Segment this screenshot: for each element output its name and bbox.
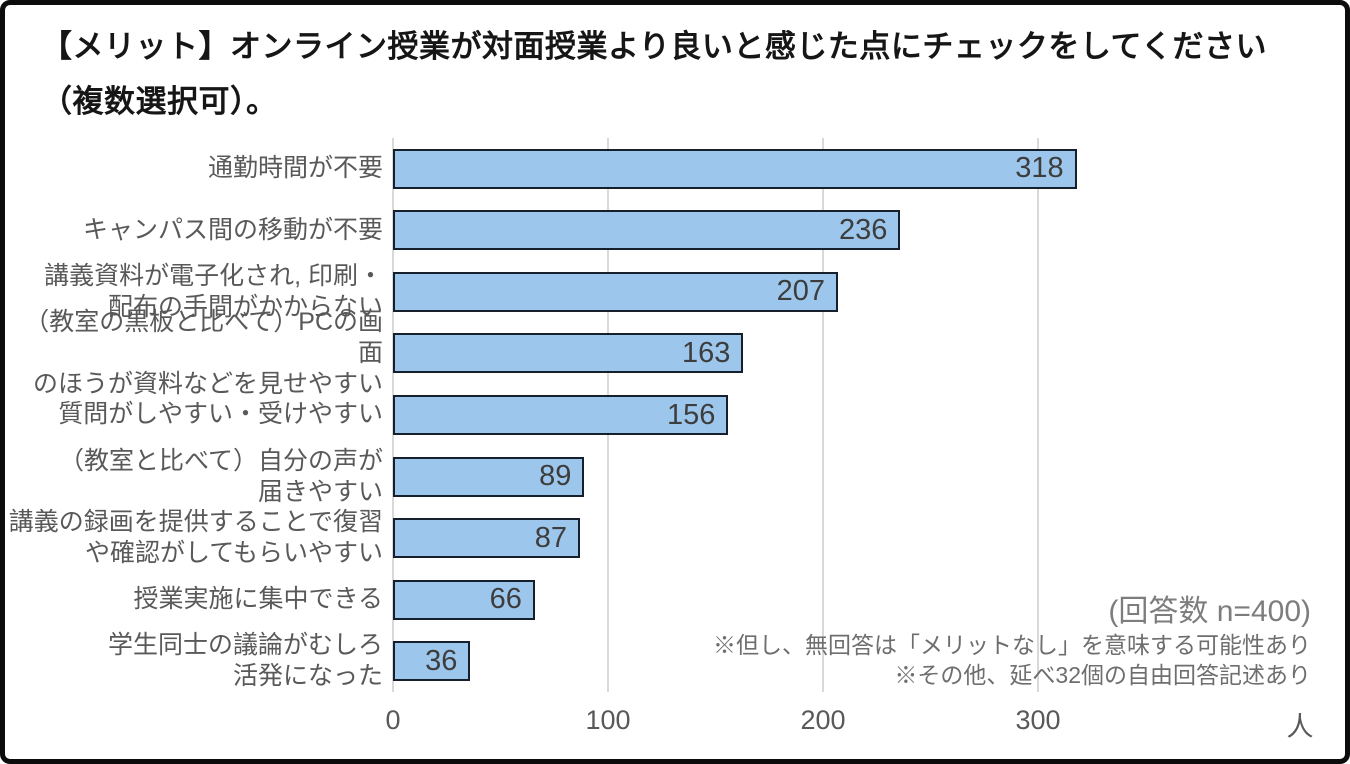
bar-value-label: 163 [682, 336, 731, 369]
category-label: 質問がしやすい・受けやすい [58, 400, 383, 429]
category-label: （教室の黒板と比べて）PCの画面 のほうが資料などを見せやすい [24, 307, 383, 398]
category-label: 講義の録画を提供することで復習 や確認がしてもらいやすい [8, 508, 383, 568]
x-tick-label: 200 [800, 705, 846, 735]
chart-title-line1: 【メリット】オンライン授業が対面授業より良いと感じた点にチェックをしてください [41, 29, 1268, 64]
plot-area: 318 236 207 163 156 89 87 66 36 [392, 138, 1315, 692]
footnote-no-answer: ※但し、無回答は「メリットなし」を意味する可能性あり [713, 632, 1311, 658]
bar-value-label: 89 [539, 460, 572, 493]
category-label: 講義資料が電子化され, 印刷・ 配布の手間がかからない [44, 261, 383, 321]
chart-title: 【メリット】オンライン授業が対面授業より良いと感じた点にチェックをしてください （… [41, 19, 1331, 129]
x-tick-label: 100 [585, 705, 631, 735]
category-label: 授業実施に集中できる [133, 585, 383, 614]
bar: 207 [393, 271, 839, 312]
bar: 66 [393, 579, 535, 620]
category-label: （教室と比べて）自分の声が 届きやすい [58, 446, 383, 506]
response-count-annotation: (回答数 n=400) [1108, 595, 1311, 628]
category-label: キャンパス間の移動が不要 [82, 215, 383, 244]
bar-value-label: 36 [425, 644, 458, 677]
bar: 36 [393, 641, 471, 682]
bar-value-label: 318 [1015, 152, 1064, 185]
category-label: 学生同士の議論がむしろ 活発になった [107, 631, 383, 691]
chart-title-line2: （複数選択可）。 [41, 84, 278, 119]
x-tick-label: 0 [385, 705, 401, 735]
footnote-free-answer: ※その他、延べ32個の自由回答記述あり [894, 662, 1311, 688]
category-label: 通勤時間が不要 [207, 154, 383, 183]
bar-value-label: 66 [489, 583, 522, 616]
x-tick-label: 300 [1015, 705, 1061, 735]
gridline [1037, 138, 1039, 692]
bar: 89 [393, 456, 585, 497]
bar: 163 [393, 333, 744, 374]
x-axis-unit-label: 人 [1286, 712, 1314, 742]
bar-value-label: 156 [667, 398, 716, 431]
bar-value-label: 207 [776, 275, 826, 308]
x-axis: 0 100 200 300 人 [5, 705, 1350, 742]
bar-value-label: 87 [534, 521, 568, 554]
bar: 236 [393, 210, 901, 251]
bar-value-label: 236 [839, 213, 888, 246]
category-axis: 通勤時間が不要キャンパス間の移動が不要講義資料が電子化され, 印刷・ 配布の手間… [5, 138, 383, 692]
bar: 87 [393, 518, 581, 559]
bar: 318 [393, 148, 1077, 189]
gridline [822, 138, 824, 692]
bar: 156 [393, 395, 729, 435]
